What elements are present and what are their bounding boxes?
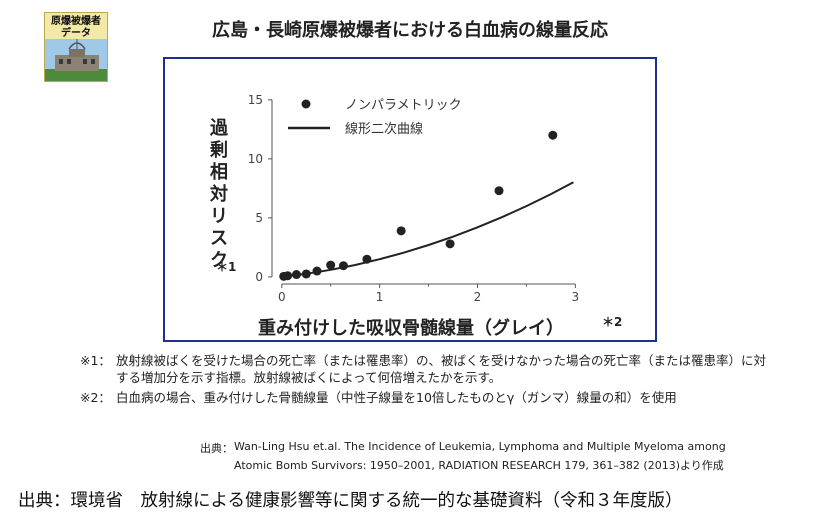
- chart-frame: [163, 57, 657, 342]
- y-tick-label-3: 15: [248, 93, 263, 107]
- series-line-curve: [281, 181, 574, 278]
- data-point-10: [494, 186, 504, 196]
- badge-line2: データ: [61, 28, 91, 39]
- data-point-9: [445, 239, 455, 249]
- legend-label-1: 線形二次曲線: [345, 121, 423, 137]
- x-axis-label-mark: ＊2: [602, 315, 623, 329]
- y-tick-label-1: 5: [255, 211, 263, 225]
- badge-line1: 原爆被爆者: [51, 16, 101, 27]
- data-point-11: [548, 130, 558, 140]
- credit-line1: Wan-Ling Hsu et.al. The Incidence of Leu…: [234, 440, 726, 453]
- page-title: 広島・長崎原爆被爆者における白血病の線量反応: [212, 20, 608, 41]
- data-point-8: [396, 226, 406, 236]
- data-point-5: [326, 260, 336, 270]
- y-axis-label: 過剰相対リスク: [210, 118, 228, 271]
- footnote-1: ※1： 放射線被ばくを受けた場合の死亡率（または罹患率）の、被ばくを受けなかった…: [80, 352, 770, 388]
- x-tick-label-3: 3: [572, 290, 580, 304]
- atomic-bomb-dome-icon: [45, 39, 107, 81]
- y-tick-label-2: 10: [248, 152, 263, 166]
- footnote-1-text: 放射線被ばくを受けた場合の死亡率（または罹患率）の、被ばくを受けなかった場合の死…: [116, 353, 767, 385]
- y-axis-label-mark: ＊1: [216, 260, 237, 274]
- x-axis-label: 重み付けした吸収骨髄線量（グレイ）: [258, 318, 564, 339]
- x-tick-label-2: 2: [474, 290, 482, 304]
- footnote-2: ※2： 白血病の場合、重み付けした骨髄線量（中性子線量を10倍したものとγ（ガン…: [80, 389, 770, 407]
- footnote-2-text: 白血病の場合、重み付けした骨髄線量（中性子線量を10倍したものとγ（ガンマ）線量…: [116, 390, 677, 405]
- x-tick-label-1: 1: [376, 290, 384, 304]
- atomic-bomb-data-badge: 原爆被爆者 データ: [44, 12, 108, 82]
- credit-line2: Atomic Bomb Survivors: 1950–2001, RADIAT…: [234, 459, 724, 472]
- legend-label-0: ノンパラメトリック: [345, 98, 462, 113]
- footnote-1-mark: ※1：: [80, 353, 111, 368]
- credit-label: 出典：: [200, 442, 233, 455]
- source-caption: 出典：環境省 放射線による健康影響等に関する統一的な基礎資料（令和３年度版）: [18, 491, 683, 511]
- x-tick-label-0: 0: [278, 290, 286, 304]
- legend-point-marker: [301, 99, 311, 109]
- footnote-2-mark: ※2：: [80, 390, 111, 405]
- y-tick-label-0: 0: [255, 270, 263, 284]
